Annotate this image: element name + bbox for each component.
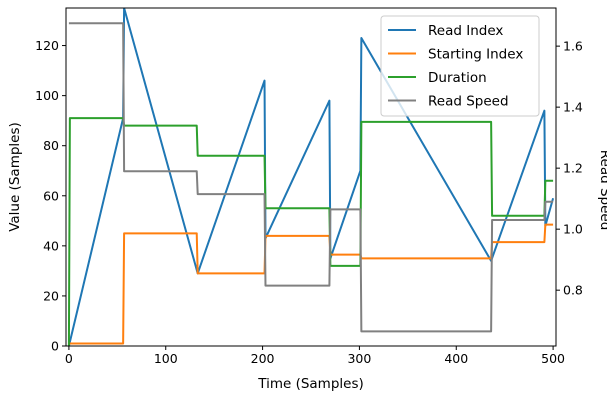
- y-tick-label: 60: [43, 188, 59, 203]
- series-line-read-index: [67, 8, 555, 346]
- y2-tick-label: 1.2: [563, 161, 583, 176]
- y-tick-label: 120: [35, 38, 59, 53]
- legend: Read Index Starting Index Duration Read Spe…: [380, 15, 540, 117]
- series-line-read-speed: [68, 22, 554, 333]
- x-tick-label: 100: [154, 351, 178, 366]
- plot-frame: [65, 7, 557, 347]
- y2-tick-label: 1.6: [563, 39, 583, 54]
- y-tick-label: 0: [51, 339, 59, 354]
- y2-tick-label: 1.0: [563, 222, 583, 237]
- y-axis-ticks: 0 20 40 60 80 100 120: [35, 38, 66, 354]
- y2-tick-label: 0.8: [563, 283, 583, 298]
- series-line-duration: [67, 117, 554, 346]
- y-tick-label: 40: [43, 238, 59, 253]
- x-tick-label: 300: [347, 351, 371, 366]
- legend-label-read-speed: Read Speed: [428, 94, 509, 110]
- x-tick-label: 400: [444, 351, 468, 366]
- x-tick-label: 0: [65, 351, 73, 366]
- y-tick-label: 80: [43, 138, 59, 153]
- x-tick-label: 500: [541, 351, 565, 366]
- y-axis-label: Value (Samples): [7, 122, 23, 232]
- x-tick-label: 200: [251, 351, 275, 366]
- x-axis-label: Time (Samples): [257, 376, 364, 392]
- y2-axis-ticks: 0.8 1.0 1.2 1.4 1.6: [556, 39, 583, 298]
- x-axis-ticks: 0 100 200 300 400 500: [65, 346, 565, 366]
- y2-tick-label: 1.4: [563, 100, 583, 115]
- y2-axis-label: Read Speed: [597, 150, 607, 231]
- legend-box: [380, 15, 540, 117]
- y-tick-label: 100: [35, 88, 59, 103]
- legend-label-read-index: Read Index: [428, 23, 503, 39]
- legend-label-starting-index: Starting Index: [428, 47, 523, 63]
- legend-label-duration: Duration: [428, 70, 487, 86]
- plot-lines: [67, 8, 555, 346]
- y-tick-label: 20: [43, 288, 59, 303]
